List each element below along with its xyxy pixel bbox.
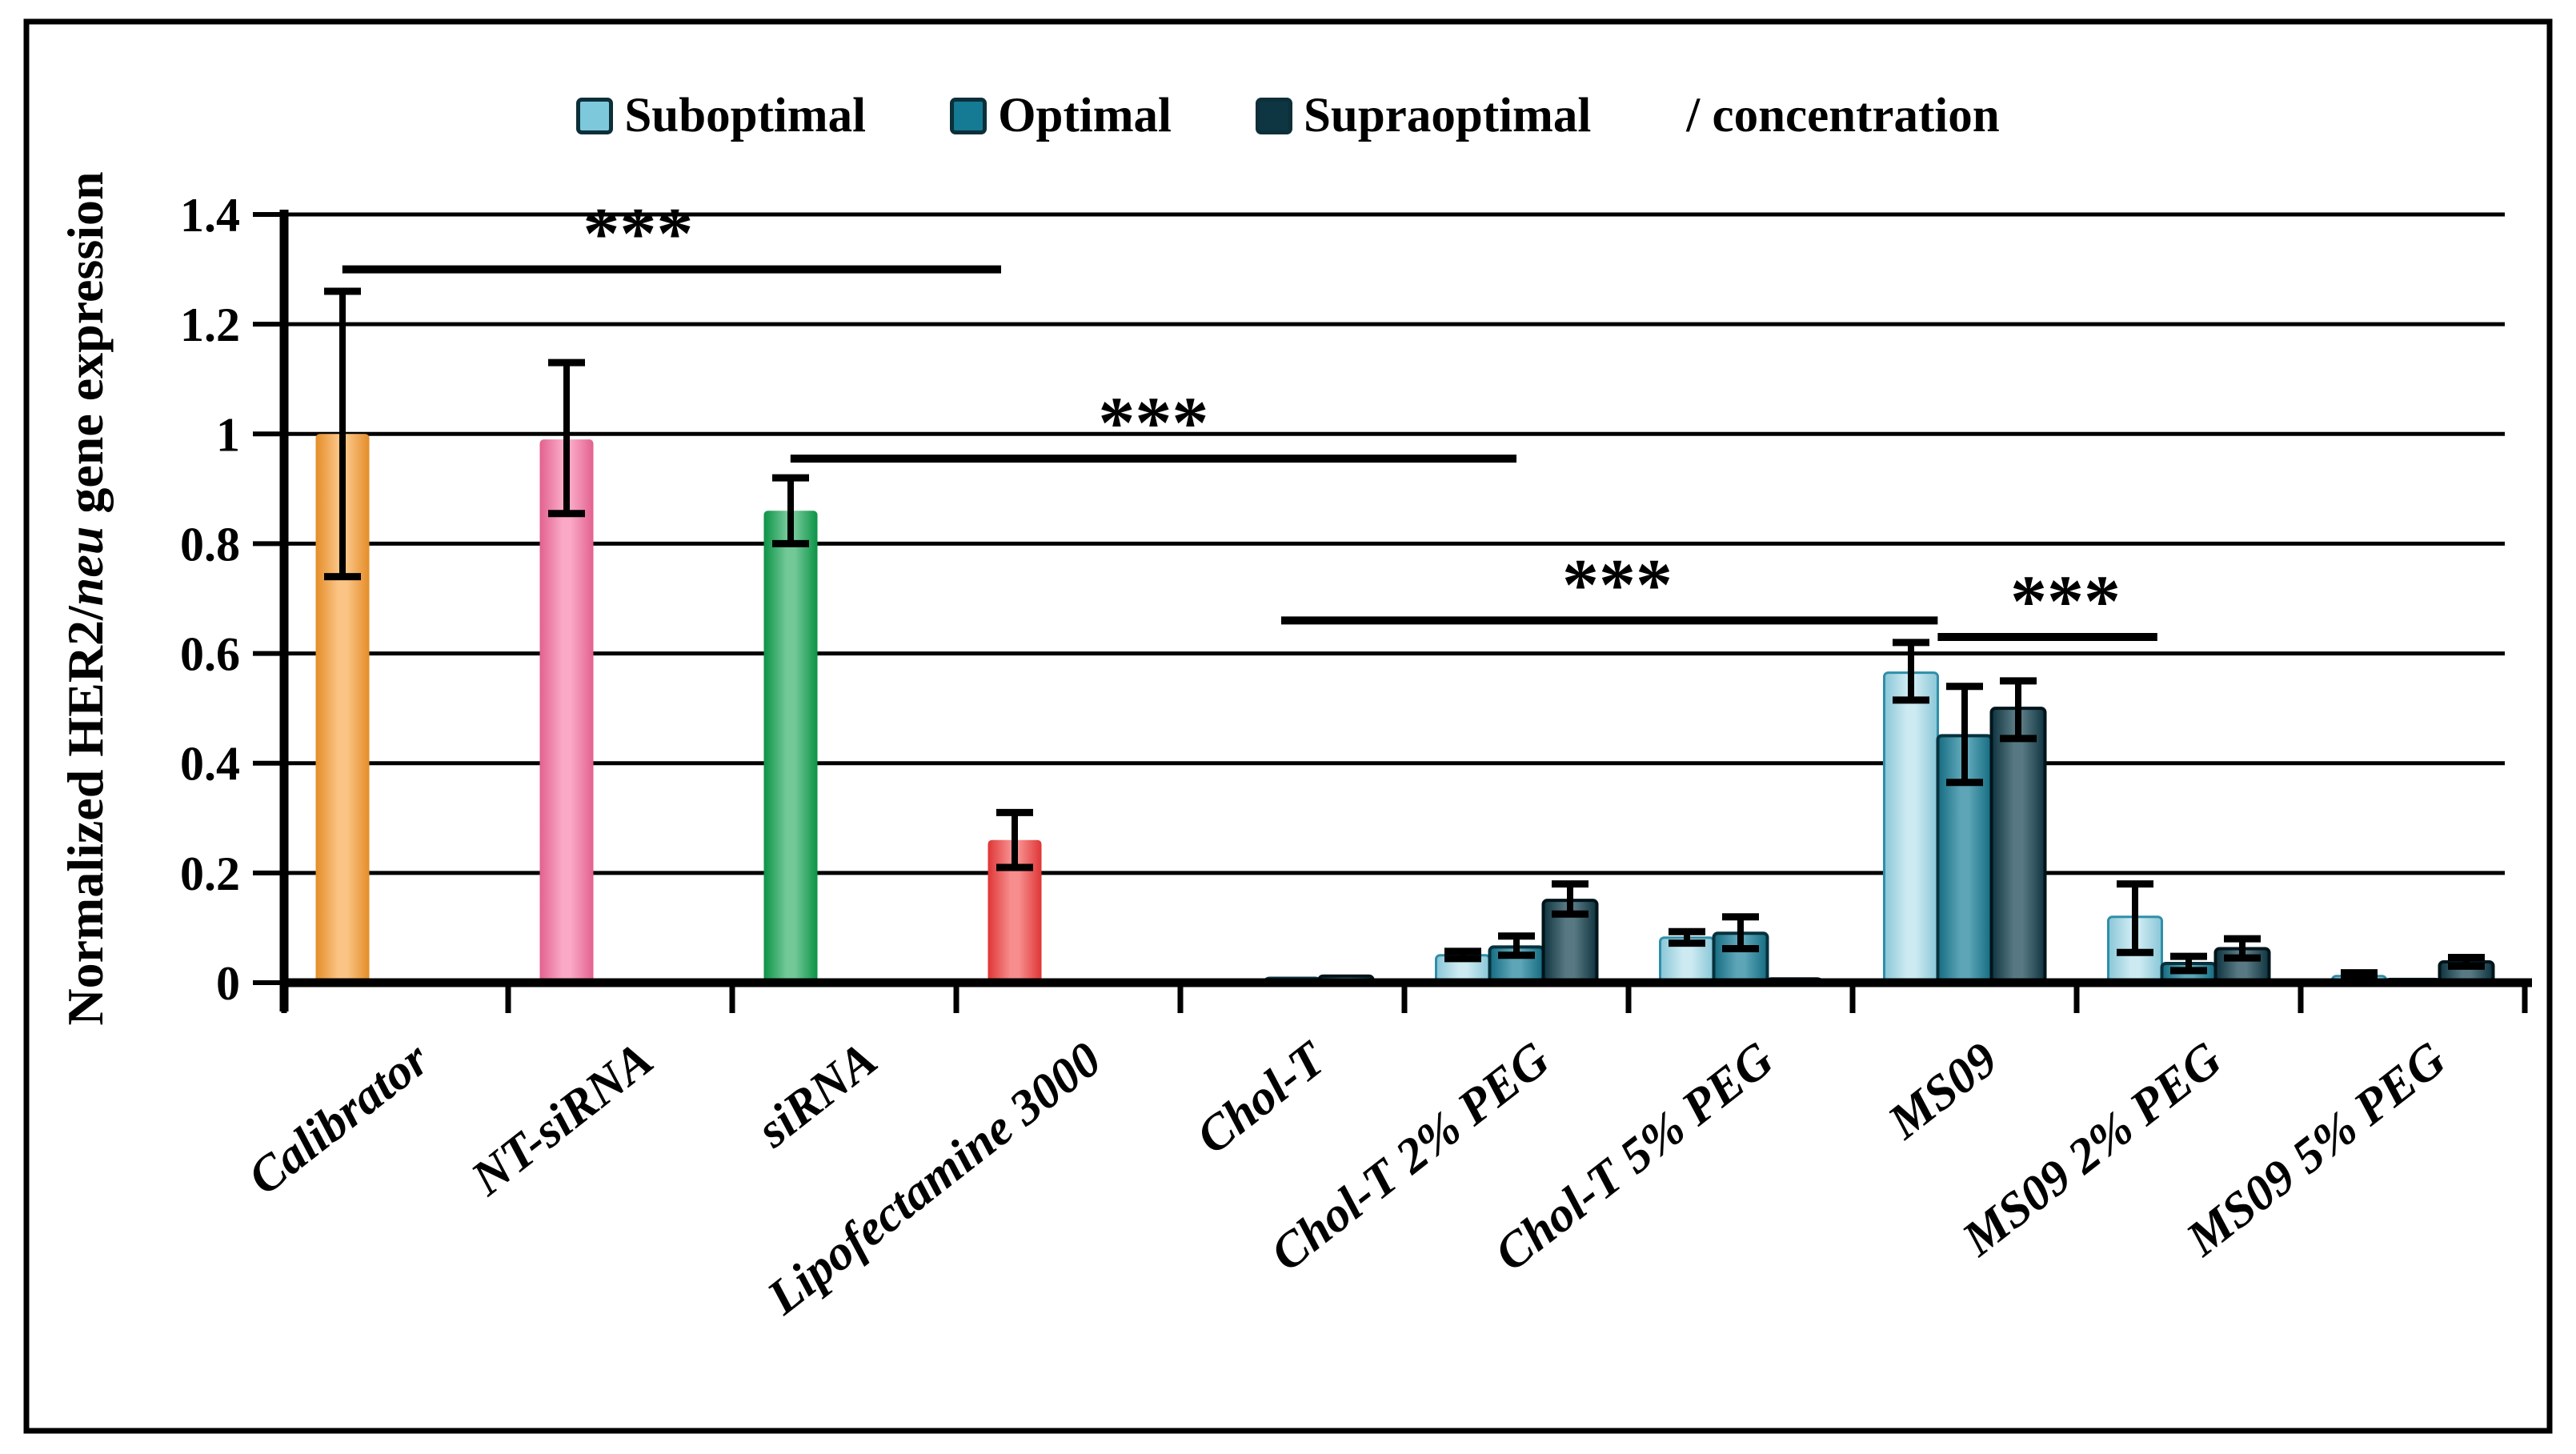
significance-annotations: *** *** *** *** <box>342 193 2157 642</box>
x-label-calibrator: Calibrator <box>238 1031 440 1205</box>
bar-calibrator <box>315 434 370 983</box>
bars <box>315 434 2495 985</box>
y-tick-label-0.4: 0.4 <box>180 738 240 791</box>
gridlines <box>284 212 2505 875</box>
y-axis-title: Normalized HER2/neu gene expression <box>52 62 119 1135</box>
y-tick-label-0.8: 0.8 <box>180 518 240 571</box>
bar-ms09-suboptimal <box>1883 671 1939 984</box>
y-ticks: 0 0.2 0.4 0.6 0.8 1 1.2 1.4 <box>180 189 284 1010</box>
x-label-chol-t: Chol-T <box>1187 1031 1336 1164</box>
y-tick-label-0.2: 0.2 <box>180 847 240 900</box>
y-tick-label-0: 0 <box>216 957 240 1010</box>
bar-ms09-supraoptimal <box>1989 707 2047 985</box>
figure-border <box>23 18 2553 1434</box>
significance-stars-2: *** <box>1098 382 1208 463</box>
significance-stars-1: *** <box>583 193 693 274</box>
y-tick-label-0.6: 0.6 <box>180 628 240 681</box>
x-ticks <box>281 983 2528 1013</box>
y-tick-label-1.2: 1.2 <box>180 298 240 351</box>
y-axis-title-italic: neu <box>57 526 114 607</box>
bar-nt-sirna <box>539 439 594 983</box>
axes <box>279 210 2532 1011</box>
x-label-nt-sirna: NT-siRNA <box>461 1031 663 1206</box>
significance-stars-3: *** <box>1562 543 1673 625</box>
error-bars <box>324 287 2485 983</box>
y-axis-title-post: gene expression <box>57 171 114 527</box>
bar-sirna <box>763 511 818 983</box>
bar-lipofectamine-3000 <box>988 839 1042 983</box>
significance-stars-4: *** <box>2010 560 2121 642</box>
y-axis-title-pre: Normalized HER2/ <box>57 606 114 1026</box>
x-label-sirna: siRNA <box>747 1031 887 1158</box>
y-tick-label-1: 1 <box>216 408 240 461</box>
x-label-ms09: MS09 <box>1877 1031 2007 1150</box>
y-tick-label-1.4: 1.4 <box>180 189 240 242</box>
